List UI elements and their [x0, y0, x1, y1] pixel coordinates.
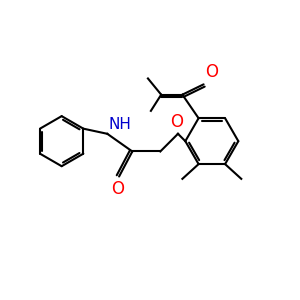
Text: O: O — [111, 180, 124, 198]
Text: O: O — [205, 63, 218, 81]
Text: O: O — [170, 113, 183, 131]
Text: NH: NH — [109, 117, 132, 132]
